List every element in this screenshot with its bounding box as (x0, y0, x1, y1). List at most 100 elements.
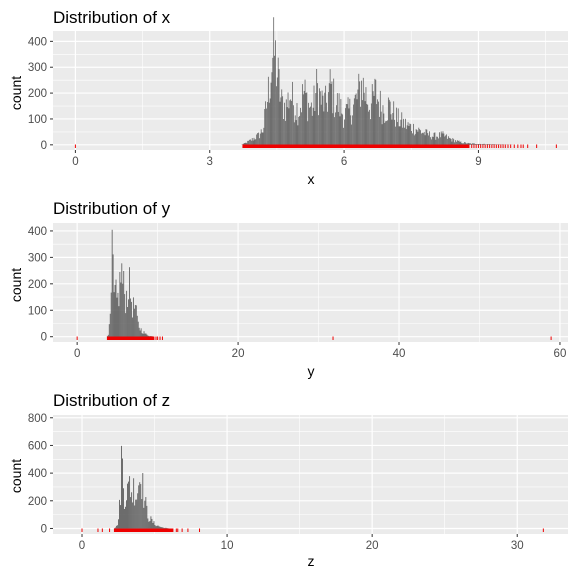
histogram-bar (393, 101, 395, 145)
y-tick-label: 300 (28, 252, 47, 264)
histogram-bar (352, 115, 353, 145)
histogram-bar (360, 106, 361, 145)
histogram-bar (452, 138, 454, 145)
histogram-bar (119, 499, 120, 529)
histogram-bar (359, 81, 361, 145)
histogram-bar (339, 116, 341, 145)
histogram-bar (355, 93, 357, 145)
histogram-bar (302, 94, 304, 145)
histogram-bar (155, 526, 157, 529)
histogram-bar (428, 135, 430, 145)
histogram-bar (398, 126, 400, 145)
histogram-bar (365, 87, 367, 145)
histogram-bar (321, 90, 323, 145)
histogram-bar (478, 144, 480, 145)
histogram-bar (454, 142, 455, 145)
chart-title: Distribution of x (53, 8, 171, 27)
histogram-bar (124, 508, 125, 529)
y-tick-label: 0 (41, 332, 47, 344)
histogram-bar (158, 526, 160, 529)
histogram-bar (127, 307, 129, 337)
histogram-bar (137, 321, 139, 337)
histogram-bar (328, 83, 330, 145)
histogram-bar (482, 143, 484, 145)
histogram-bar (413, 135, 415, 145)
histogram-bar (465, 143, 467, 145)
histogram-bar (331, 81, 333, 145)
histogram-bar (475, 144, 477, 145)
histogram-bar (373, 95, 375, 145)
histogram-bar (150, 516, 152, 529)
histogram-bar (283, 118, 284, 145)
histogram-bar (435, 139, 437, 145)
histogram-bar (407, 122, 409, 145)
histogram-bar (293, 122, 295, 145)
rug-dense-band (242, 144, 470, 148)
histogram-bar (491, 144, 493, 145)
histogram-bar (119, 272, 121, 337)
histogram-bar (482, 144, 483, 145)
histogram-bar (392, 113, 394, 145)
y-axis-title: count (8, 76, 24, 110)
histogram-bar (372, 91, 374, 145)
histogram-bar (343, 127, 344, 145)
histogram-bar (376, 104, 378, 145)
histogram-bar (143, 331, 145, 337)
histogram-bar (264, 109, 266, 145)
histogram-bar (462, 143, 464, 145)
histogram-bar (296, 103, 298, 145)
histogram-bar (382, 105, 384, 145)
histogram-bar (386, 121, 387, 145)
histogram-bar (148, 335, 150, 337)
histogram-bar (113, 292, 115, 337)
histogram-bar (311, 115, 313, 145)
histogram-bar (361, 80, 362, 145)
histogram-bar (252, 140, 254, 145)
histogram-bar (403, 118, 404, 145)
histogram-bar (121, 445, 122, 529)
histogram-bar (419, 129, 421, 145)
histogram-bar (145, 333, 147, 337)
histogram-bar (356, 99, 358, 145)
histogram-bar (151, 336, 153, 337)
histogram-bar (267, 76, 269, 145)
histogram-bar (160, 527, 162, 529)
histogram-bar (437, 136, 438, 145)
histogram-bar (430, 137, 431, 145)
plot-bars (106, 229, 154, 337)
histogram-bar (349, 98, 351, 145)
histogram-bar (337, 111, 339, 145)
histogram-bar (388, 99, 390, 145)
histogram-bar (147, 335, 149, 337)
histogram-bar (133, 478, 135, 529)
histogram-bar (293, 105, 294, 145)
x-tick-label: 9 (475, 156, 481, 168)
histogram-bar (146, 505, 148, 529)
histogram-bar (299, 115, 301, 145)
histogram-bar (481, 144, 482, 145)
histogram-bar (120, 505, 121, 529)
histogram-bar (410, 124, 412, 145)
histogram-bar (441, 133, 443, 145)
histogram-bar (334, 117, 335, 145)
histogram-bar (387, 97, 389, 145)
histogram-bar (422, 133, 424, 145)
plot-ticks: 0 20 40 60 0 100 200 300 400 (28, 226, 567, 360)
histogram-bar (307, 121, 309, 145)
histogram-bar (314, 111, 316, 145)
plot-rug (74, 144, 557, 148)
y-tick-label: 200 (28, 496, 47, 508)
histogram-bar (456, 141, 457, 145)
histogram-bar (332, 113, 334, 145)
x-tick-label: 3 (207, 156, 213, 168)
histogram-bar (323, 111, 325, 145)
y-tick-label: 100 (28, 114, 47, 126)
histogram-bar (309, 107, 310, 145)
plot-bars (241, 17, 514, 145)
histogram-bar (272, 57, 274, 145)
x-tick-label: 6 (341, 156, 347, 168)
histogram-bar (411, 130, 413, 145)
histogram-bar (319, 88, 320, 145)
histogram-bar (455, 140, 456, 145)
histogram-bar (137, 493, 139, 529)
